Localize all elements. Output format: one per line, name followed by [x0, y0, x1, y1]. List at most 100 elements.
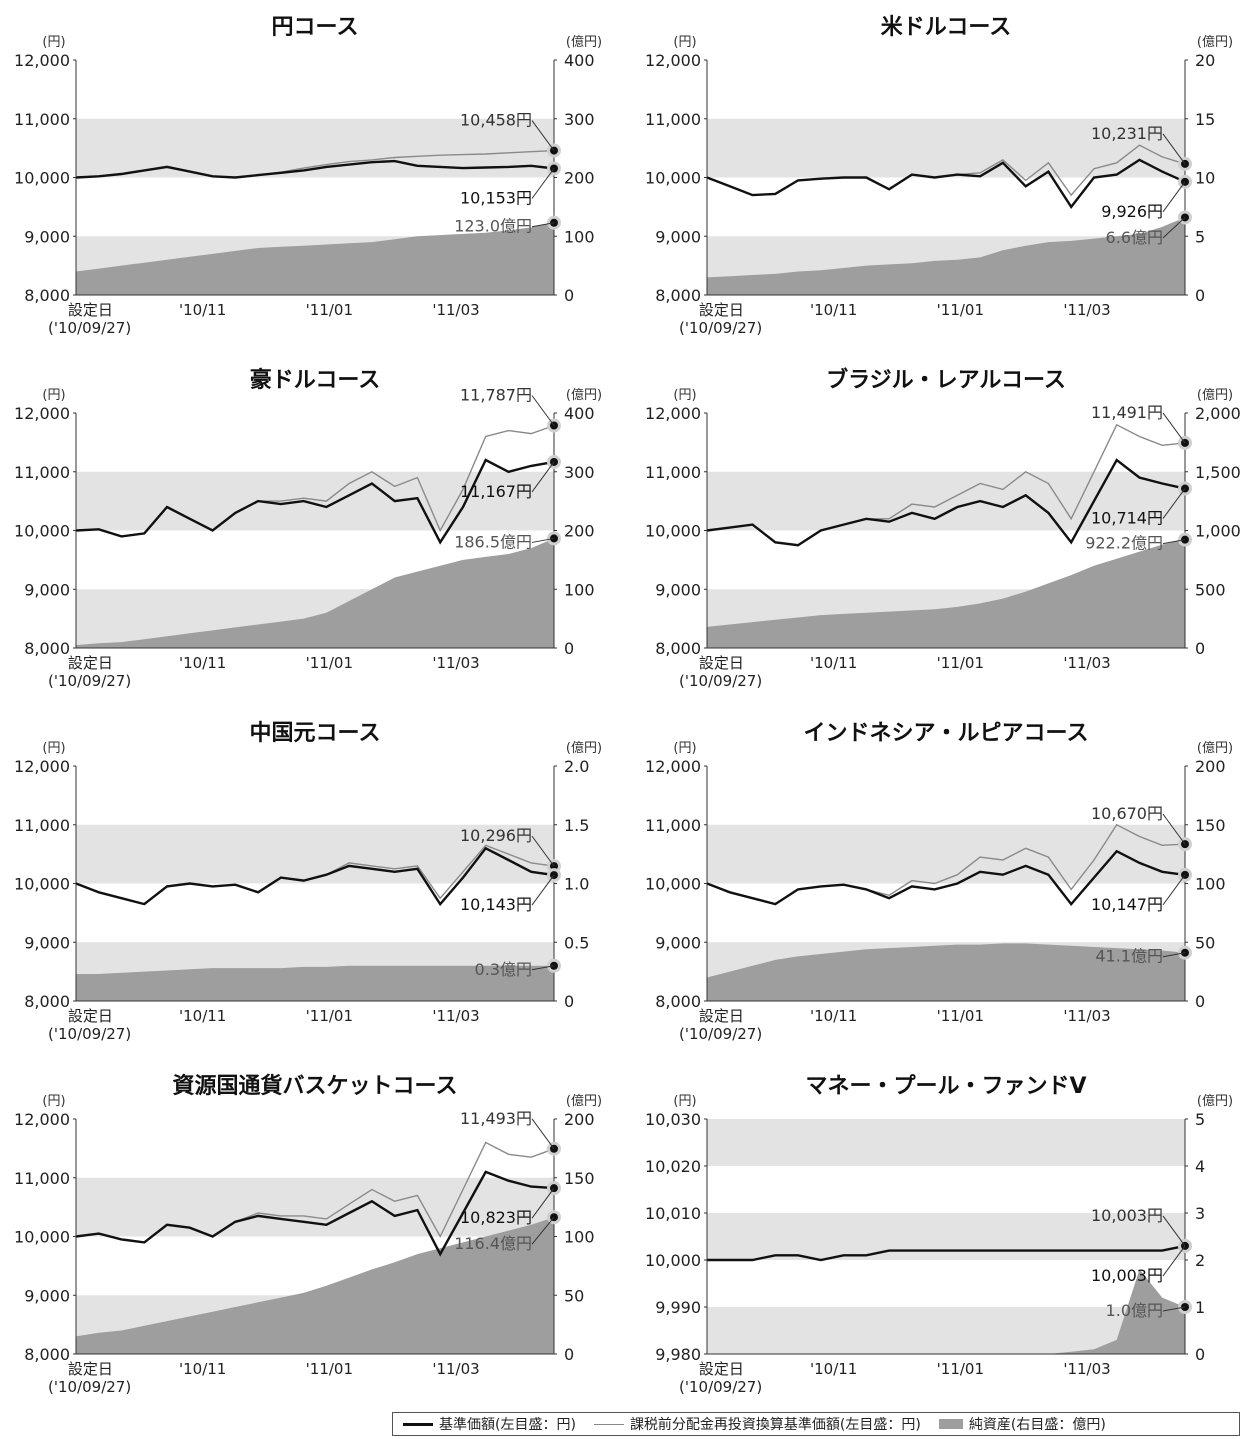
right-tick-label: 4	[1195, 1157, 1205, 1176]
assets-leader	[531, 537, 555, 543]
nav-leader	[1162, 488, 1186, 519]
right-tick-label: 200	[564, 169, 595, 188]
series-nav-line	[706, 158, 1186, 209]
right-tick-label: 0	[564, 992, 574, 1011]
left-tick-label: 8,000	[655, 639, 701, 658]
right-unit-label: (億円)	[566, 34, 602, 50]
right-tick-label: 150	[564, 1169, 595, 1188]
right-tick-label: 500	[1195, 580, 1226, 599]
left-tick-label: 9,000	[24, 933, 70, 952]
assets-leader	[1162, 539, 1186, 545]
x-tick-label: '11/01	[937, 301, 984, 319]
left-unit-label: (円)	[673, 741, 696, 756]
chart-8: マネー・プール・ファンドV (円) (億円) 9,980 9,990 10,000 10,0…	[645, 1074, 1233, 1396]
x-tick-label: '10/11	[179, 654, 226, 672]
series-nav-line	[707, 1244, 1186, 1262]
band	[707, 824, 1185, 884]
x-tick-label: '10/11	[810, 1007, 857, 1025]
left-tick-label: 10,000	[14, 522, 70, 541]
assets-label: 922.2億円	[1085, 534, 1163, 553]
nav-label: 10,147円	[1091, 895, 1163, 914]
reinvest-label: 11,787円	[460, 386, 532, 405]
left-tick-label: 12,000	[645, 404, 701, 423]
right-tick-label: 300	[564, 110, 595, 129]
assets-leader	[1162, 217, 1186, 239]
chart-7: 資源国通貨バスケットコース (円) (億円) 8,000 9,000 10,000 11,0…	[14, 1073, 602, 1396]
x-tick-label: '11/01	[937, 1360, 984, 1378]
right-tick-label: 0	[564, 1345, 574, 1364]
left-tick-label: 10,030	[645, 1110, 701, 1129]
x-tick-label: '10/11	[179, 1360, 226, 1378]
right-tick-label: 5	[1195, 227, 1205, 246]
x-tick-label: '11/03	[1063, 1007, 1110, 1025]
right-unit-label: (億円)	[1197, 740, 1233, 756]
left-tick-label: 12,000	[14, 757, 70, 776]
right-tick-label: 0	[1195, 639, 1205, 658]
assets-label: 123.0億円	[454, 217, 532, 236]
chart-6: インドネシア・ルピアコース (円) (億円) 8,000 9,000 10,000 11,0…	[645, 721, 1233, 1043]
reinvest-leader	[531, 1118, 555, 1150]
assets-label: 41.1億円	[1095, 947, 1163, 966]
band	[707, 1119, 1185, 1166]
reinvest-label: 10,003円	[1091, 1206, 1163, 1225]
series-nav-line	[75, 846, 555, 907]
right-tick-label: 200	[564, 522, 595, 541]
right-tick-label: 15	[1195, 110, 1215, 129]
right-tick-label: 2,000	[1195, 404, 1241, 423]
reinvest-label: 10,458円	[460, 111, 532, 130]
right-tick-label: 1.5	[564, 816, 589, 835]
right-unit-label: (億円)	[1197, 1093, 1233, 1109]
left-tick-label: 12,000	[14, 404, 70, 423]
left-tick-label: 10,000	[14, 169, 70, 188]
assets-leader	[1162, 952, 1186, 958]
right-tick-label: 100	[564, 1228, 595, 1247]
nav-label: 10,003円	[1091, 1266, 1163, 1285]
right-unit-label: (億円)	[566, 387, 602, 403]
series-assets-area	[76, 1217, 554, 1354]
right-tick-label: 100	[1195, 875, 1226, 894]
reinvest-leader	[1162, 412, 1186, 444]
left-tick-label: 8,000	[24, 1345, 70, 1364]
assets-leader	[531, 222, 555, 228]
left-tick-label: 8,000	[655, 286, 701, 305]
series-assets-area	[76, 965, 554, 1001]
right-tick-label: 10	[1195, 169, 1215, 188]
x-tick-label: 設定日	[68, 1007, 113, 1025]
right-tick-label: 1	[1195, 1298, 1205, 1317]
nav-leader	[1162, 874, 1186, 906]
left-unit-label: (円)	[42, 388, 65, 403]
left-tick-label: 10,000	[645, 169, 701, 188]
left-tick-label: 10,020	[645, 1157, 701, 1176]
left-tick-label: 8,000	[655, 992, 701, 1011]
nav-leader	[531, 168, 555, 199]
assets-leader	[531, 965, 555, 971]
series-nav-line	[75, 1170, 555, 1257]
x-tick-label: '10/11	[810, 1360, 857, 1378]
left-tick-label: 10,010	[645, 1204, 701, 1223]
left-tick-label: 8,000	[24, 286, 70, 305]
right-tick-label: 100	[564, 227, 595, 246]
nav-leader	[531, 461, 555, 493]
chart-title: 豪ドルコース	[250, 367, 380, 393]
right-tick-label: 0	[564, 286, 574, 305]
x-tick-label: '11/03	[432, 654, 479, 672]
reinvest-leader	[1162, 813, 1186, 845]
x-tick-label: '10/11	[810, 654, 857, 672]
left-tick-label: 9,980	[655, 1345, 701, 1364]
band	[76, 824, 554, 884]
series-assets-area	[707, 943, 1185, 1001]
x-tick-label: '11/01	[306, 301, 353, 319]
right-tick-label: 2.0	[564, 757, 589, 776]
right-tick-label: 300	[564, 463, 595, 482]
right-tick-label: 0.5	[564, 933, 589, 952]
x-tick-label: 設定日	[699, 1007, 744, 1025]
right-tick-label: 1,500	[1195, 463, 1241, 482]
reinvest-label: 11,491円	[1091, 403, 1163, 422]
left-tick-label: 10,000	[645, 875, 701, 894]
nav-leader	[531, 874, 555, 906]
band	[707, 1213, 1185, 1260]
chart-title: 米ドルコース	[881, 15, 1011, 40]
left-unit-label: (円)	[673, 1094, 696, 1109]
right-tick-label: 50	[564, 1286, 584, 1305]
